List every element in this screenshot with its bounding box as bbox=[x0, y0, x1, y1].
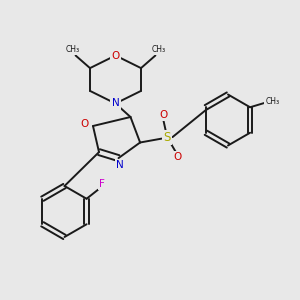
Text: O: O bbox=[80, 119, 89, 130]
Text: O: O bbox=[159, 110, 168, 120]
Text: CH₃: CH₃ bbox=[151, 45, 166, 54]
Text: N: N bbox=[116, 160, 124, 170]
Text: O: O bbox=[111, 50, 120, 61]
Text: CH₃: CH₃ bbox=[65, 45, 80, 54]
Text: O: O bbox=[173, 152, 181, 163]
Text: S: S bbox=[164, 130, 171, 144]
Text: F: F bbox=[99, 179, 104, 189]
Text: CH₃: CH₃ bbox=[266, 97, 280, 106]
Text: N: N bbox=[112, 98, 119, 109]
